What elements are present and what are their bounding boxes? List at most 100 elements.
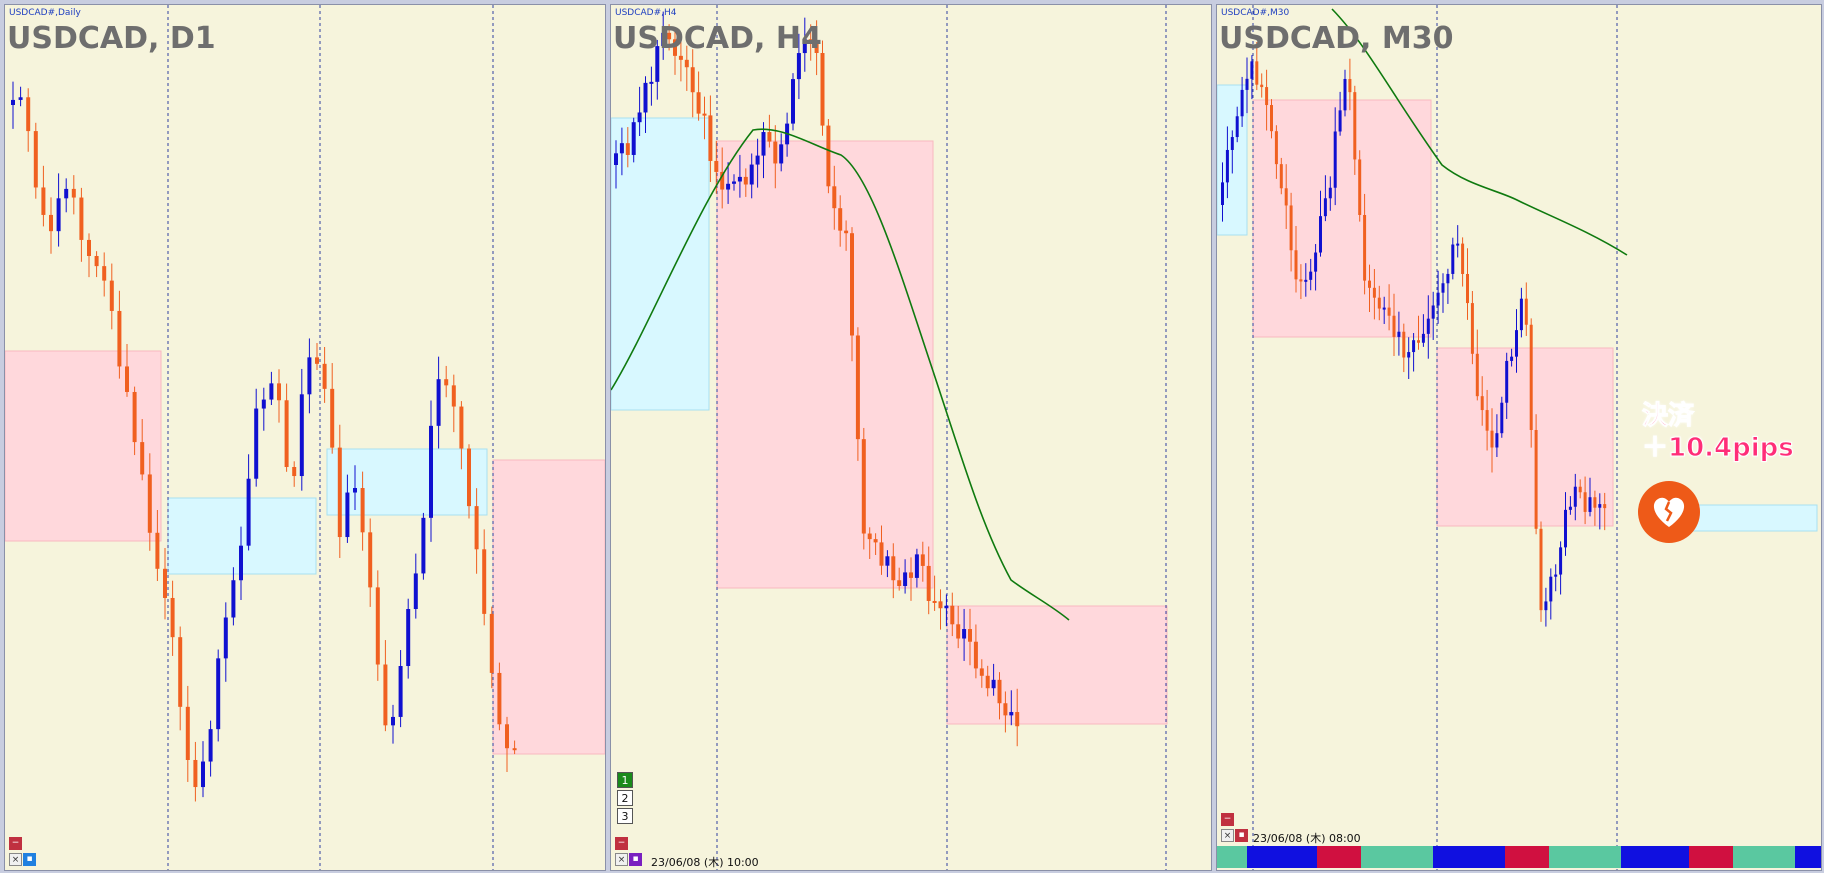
candle-down	[193, 759, 198, 788]
candle-down	[505, 724, 509, 749]
candle-down	[117, 310, 122, 367]
candle-down	[997, 679, 1002, 704]
chart-symbol-m30: USDCAD, M30	[1219, 21, 1454, 56]
candle-up	[1235, 116, 1239, 138]
candle-down	[1294, 250, 1298, 280]
candle-down	[1466, 273, 1469, 304]
timeline-segment	[1247, 846, 1317, 868]
candle-up	[903, 572, 908, 587]
candle-up	[1431, 305, 1435, 319]
candle-down	[1593, 497, 1597, 508]
candle-down	[33, 131, 38, 188]
candle-down	[1461, 243, 1465, 274]
record-icon[interactable]: ▪	[1235, 829, 1248, 842]
candle-up	[1240, 89, 1244, 117]
candle-up	[619, 143, 624, 154]
candle-up	[1221, 182, 1224, 205]
chart-area-d1[interactable]	[5, 5, 605, 870]
candle-down	[368, 532, 373, 588]
candle-down	[277, 383, 281, 401]
chart-area-m30[interactable]	[1217, 5, 1821, 870]
candle-up	[345, 492, 350, 538]
candle-up	[802, 39, 807, 54]
candle-down	[714, 160, 719, 172]
candle-up	[1515, 330, 1518, 357]
candle-up	[1500, 402, 1504, 434]
candle-up	[391, 716, 395, 726]
candle-down	[451, 385, 456, 407]
candle-down	[497, 672, 502, 725]
settings-icon[interactable]: ▪	[23, 853, 36, 866]
candle-down	[826, 125, 831, 187]
candle-down	[1417, 340, 1420, 343]
candle-up	[661, 32, 666, 47]
candle-up	[1588, 497, 1592, 512]
candle-down	[185, 706, 190, 760]
candle-up	[755, 155, 760, 165]
candle-down	[625, 143, 630, 155]
supply-zone	[1252, 99, 1432, 338]
timestamp-h4: 23/06/08 (木) 10:00	[651, 856, 759, 869]
candle-down	[855, 335, 860, 440]
indicator-icon[interactable]: ▪	[629, 853, 642, 866]
minus-icon[interactable]: −	[1221, 813, 1234, 826]
candle-down	[292, 467, 297, 477]
close-icon[interactable]: ×	[1221, 829, 1234, 842]
candle-up	[261, 399, 266, 409]
chart-area-h4[interactable]	[611, 5, 1211, 870]
candle-up	[11, 99, 15, 105]
timeline-segment	[1361, 846, 1433, 868]
close-icon[interactable]: ×	[9, 853, 22, 866]
candle-down	[170, 597, 175, 638]
timeline-segment	[1733, 846, 1795, 868]
candle-down	[673, 39, 677, 56]
candle-down	[444, 379, 449, 386]
minus-icon[interactable]: −	[9, 837, 22, 850]
minus-icon[interactable]: −	[615, 837, 628, 850]
candle-up	[637, 112, 642, 123]
candle-up	[353, 488, 357, 493]
candle-down	[867, 533, 872, 540]
candle-up	[1245, 78, 1249, 90]
candle-up	[239, 545, 243, 581]
candle-down	[132, 391, 137, 443]
timeframe-button-1[interactable]: 1	[617, 772, 633, 788]
candle-up	[1510, 356, 1514, 361]
chart-window-m30[interactable]: USDCAD#,M30 USDCAD, M30 − × ▪ 23/06/08 (…	[1216, 4, 1822, 871]
candle-up	[631, 122, 636, 155]
candle-down	[1348, 78, 1352, 93]
candle-down	[814, 40, 819, 54]
chart-window-d1[interactable]: USDCAD#,Daily USDCAD, D1 − × ▪	[4, 4, 606, 871]
timeframe-button-3[interactable]: 3	[617, 808, 633, 824]
timeline-segment	[1505, 846, 1549, 868]
candle-down	[861, 439, 866, 534]
candle-up	[18, 97, 23, 100]
candle-up	[749, 164, 754, 185]
timeframe-button-2[interactable]: 2	[617, 790, 633, 806]
candle-down	[1260, 84, 1264, 88]
candle-up	[254, 408, 259, 479]
candle-down	[773, 141, 778, 164]
candle-down	[163, 568, 167, 598]
candle-down	[1255, 61, 1259, 85]
candle-up	[1382, 307, 1386, 310]
candle-down	[891, 556, 896, 581]
candle-down	[690, 67, 695, 93]
candle-down	[1578, 486, 1582, 493]
candle-up	[1436, 292, 1440, 306]
settlement-annotation: 決済 ＋10.4pips	[1642, 400, 1795, 464]
settlement-label: 決済	[1642, 401, 1695, 432]
close-icon[interactable]: ×	[615, 853, 628, 866]
candle-down	[26, 97, 31, 132]
candle-down	[315, 357, 319, 364]
candle-up	[732, 181, 736, 184]
candle-up	[779, 144, 784, 164]
chart-window-h4[interactable]: USDCAD#,H4 USDCAD, H4 1 2 3 − × ▪ 23/06/…	[610, 4, 1212, 871]
candle-up	[1554, 574, 1558, 577]
candle-down	[926, 565, 931, 601]
candle-down	[667, 32, 672, 40]
candle-up	[1304, 279, 1308, 282]
candle-down	[985, 675, 990, 689]
candle-down	[684, 59, 689, 68]
candle-down	[1363, 214, 1367, 281]
